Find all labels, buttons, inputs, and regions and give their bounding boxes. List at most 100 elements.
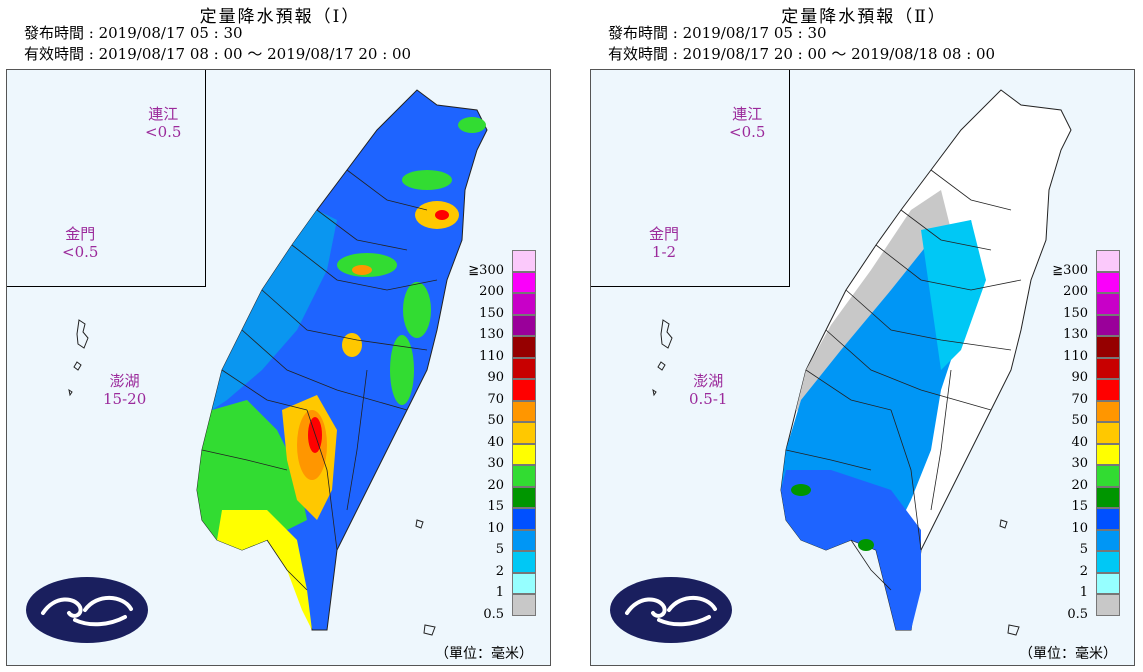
legend-swatch bbox=[512, 293, 536, 315]
legend-label: 50 bbox=[487, 413, 504, 428]
green-island bbox=[415, 519, 424, 529]
legend-swatch bbox=[1096, 314, 1120, 336]
legend-label: 70 bbox=[1071, 391, 1088, 407]
legend-label: 130 bbox=[479, 327, 504, 342]
legend-swatch bbox=[1096, 465, 1120, 487]
rain-pockets bbox=[337, 117, 486, 405]
rain-region bbox=[217, 510, 312, 630]
island-name: 連江 bbox=[148, 105, 179, 123]
legend-swatch bbox=[1096, 357, 1120, 379]
island-name: 金門 bbox=[65, 225, 96, 243]
island-kinmen: 金門 <0.5 bbox=[62, 225, 98, 261]
island-value: <0.5 bbox=[729, 123, 766, 141]
legend-swatch bbox=[1096, 336, 1120, 358]
county-boundaries bbox=[785, 169, 1022, 591]
island-name: 金門 bbox=[649, 225, 680, 243]
legend-label: 110 bbox=[479, 348, 504, 364]
legend-label: 10 bbox=[487, 520, 504, 536]
orchid-island bbox=[1007, 624, 1020, 636]
legend-swatch bbox=[512, 250, 536, 272]
qpf-panel-2: 定量降水預報（Ⅱ） 發布時間 : 2019/08/17 05 : 30 有效時間… bbox=[584, 0, 1143, 672]
legend-label: 20 bbox=[487, 477, 504, 493]
legend-swatch bbox=[1096, 271, 1120, 293]
legend-label: 5 bbox=[495, 542, 504, 557]
map-frame: 連江 <0.5 金門 <0.5 澎湖 15-20 ≧300 200 150 130 11… bbox=[6, 69, 551, 666]
unit-label: （單位：毫米） bbox=[435, 646, 533, 662]
legend-swatch bbox=[1096, 422, 1120, 444]
legend-label: 15 bbox=[487, 499, 504, 514]
valid-time: 有效時間 : 2019/08/17 08 : 00 ～ 2019/08/17 2… bbox=[24, 45, 412, 63]
island-penghu: 澎湖 0.5-1 bbox=[689, 372, 727, 408]
rain-region bbox=[781, 220, 981, 550]
legend-swatch bbox=[1096, 293, 1120, 315]
legend-label: 2 bbox=[495, 563, 504, 579]
cwb-logo-icon bbox=[26, 577, 148, 643]
legend-swatch bbox=[512, 336, 536, 358]
legend-label: ≧300 bbox=[468, 262, 504, 278]
legend-swatch bbox=[512, 508, 536, 530]
legend-label: 40 bbox=[487, 434, 504, 450]
legend-swatch bbox=[1096, 379, 1120, 401]
legend-swatch bbox=[512, 422, 536, 444]
unit-label: （單位：毫米） bbox=[1019, 646, 1117, 662]
legend-label: 70 bbox=[487, 391, 504, 407]
legend-swatch bbox=[1096, 572, 1120, 594]
green-island bbox=[999, 519, 1008, 529]
legend-swatch bbox=[1096, 250, 1120, 272]
penghu-islands bbox=[652, 319, 673, 397]
legend-swatch bbox=[1096, 486, 1120, 508]
rain-core bbox=[791, 484, 811, 496]
island-name: 連江 bbox=[732, 105, 763, 123]
cwb-logo-icon bbox=[610, 577, 732, 643]
legend-label: 2 bbox=[1079, 563, 1088, 579]
legend-label: 15 bbox=[1071, 499, 1088, 514]
legend-label: 10 bbox=[1071, 520, 1088, 536]
qpf-panel-1: 定量降水預報（Ⅰ） 發布時間 : 2019/08/17 05 : 30 有效時間… bbox=[0, 0, 560, 672]
legend-swatch bbox=[1096, 400, 1120, 422]
island-value: 1-2 bbox=[651, 243, 677, 261]
legend-label: 90 bbox=[1071, 370, 1088, 385]
legend-swatch bbox=[1096, 594, 1120, 616]
legend-label: 110 bbox=[1063, 348, 1088, 364]
penghu-islands bbox=[68, 319, 89, 397]
legend-swatch bbox=[512, 357, 536, 379]
legend-swatch bbox=[512, 465, 536, 487]
legend-label: 20 bbox=[1071, 477, 1088, 493]
legend-label: 5 bbox=[1079, 542, 1088, 557]
legend-swatch bbox=[512, 400, 536, 422]
legend-label: ≧300 bbox=[1052, 262, 1088, 278]
legend-label: 130 bbox=[1063, 327, 1088, 342]
map-frame: 連江 <0.5 金門 1-2 澎湖 0.5-1 ≧300 200 150 130 110… bbox=[590, 69, 1135, 666]
issue-time: 發布時間 : 2019/08/17 05 : 30 bbox=[24, 24, 243, 42]
island-penghu: 澎湖 15-20 bbox=[103, 372, 146, 408]
island-name: 澎湖 bbox=[693, 372, 724, 390]
legend-label: 0.5 bbox=[483, 606, 504, 622]
legend-label: 50 bbox=[1071, 413, 1088, 428]
outlying-islands-inset bbox=[7, 70, 206, 287]
legend-swatch bbox=[512, 379, 536, 401]
legend-label: 1 bbox=[1079, 585, 1088, 600]
island-matsu: 連江 <0.5 bbox=[729, 105, 765, 141]
island-value: 15-20 bbox=[103, 390, 147, 408]
legend-label: 150 bbox=[1063, 305, 1088, 321]
taiwan-rainfall-map bbox=[600, 89, 1072, 636]
island-value: <0.5 bbox=[145, 123, 182, 141]
legend-label: 30 bbox=[487, 456, 504, 471]
legend-swatch bbox=[512, 572, 536, 594]
island-matsu: 連江 <0.5 bbox=[145, 105, 181, 141]
legend-swatch bbox=[1096, 529, 1120, 551]
rain-region bbox=[921, 220, 986, 370]
legend-swatch bbox=[512, 314, 536, 336]
legend-swatch bbox=[1096, 551, 1120, 573]
legend-swatch bbox=[512, 594, 536, 616]
valid-time: 有效時間 : 2019/08/17 20 : 00 ～ 2019/08/18 0… bbox=[608, 45, 996, 63]
island-name: 澎湖 bbox=[109, 372, 140, 390]
legend-label: 1 bbox=[495, 585, 504, 600]
rain-core bbox=[858, 539, 874, 551]
outlying-islands-inset bbox=[591, 70, 790, 287]
orchid-island bbox=[423, 624, 436, 636]
legend-swatch bbox=[512, 271, 536, 293]
island-value: 0.5-1 bbox=[689, 390, 728, 408]
legend-swatch bbox=[512, 529, 536, 551]
issue-time: 發布時間 : 2019/08/17 05 : 30 bbox=[608, 24, 827, 42]
